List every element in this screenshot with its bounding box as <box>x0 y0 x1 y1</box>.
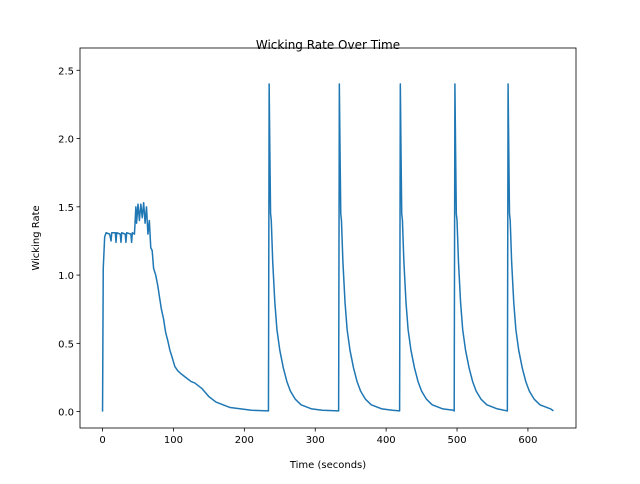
y-tick-label: 0.5 <box>58 339 74 350</box>
x-tick-label: 500 <box>447 435 466 446</box>
y-tick-label: 1.0 <box>58 271 74 282</box>
y-tick-label: 1.5 <box>58 203 74 214</box>
y-tick-label: 0.0 <box>58 408 74 419</box>
data-line <box>101 83 554 412</box>
plot-frame <box>79 47 577 429</box>
x-tick-label: 100 <box>164 435 183 446</box>
y-tick-label: 2.0 <box>58 135 74 146</box>
x-tick-label: 400 <box>377 435 396 446</box>
y-axis-label: Wicking Rate <box>31 205 42 270</box>
x-tick-label: 600 <box>518 435 537 446</box>
chart-title: Wicking Rate Over Time <box>256 38 400 52</box>
x-tick-label: 200 <box>235 435 254 446</box>
y-tick-label: 2.5 <box>58 66 74 77</box>
x-axis-label: Time (seconds) <box>289 460 366 471</box>
x-tick-label: 0 <box>99 435 105 446</box>
x-tick-label: 300 <box>306 435 325 446</box>
